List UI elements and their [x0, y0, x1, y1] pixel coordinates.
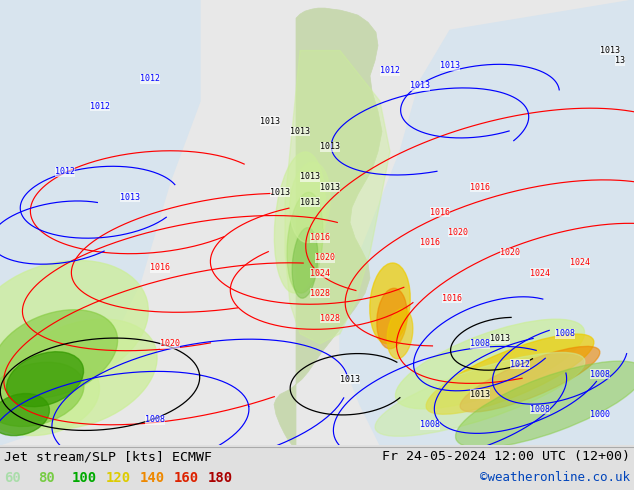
Ellipse shape — [3, 319, 157, 429]
Ellipse shape — [377, 288, 407, 349]
Text: 1016: 1016 — [442, 294, 462, 303]
Text: 60: 60 — [4, 471, 21, 485]
Text: 1016: 1016 — [420, 238, 440, 247]
Ellipse shape — [0, 393, 49, 436]
Ellipse shape — [0, 310, 117, 398]
Text: 1013: 1013 — [300, 198, 320, 207]
Text: 1028: 1028 — [320, 314, 340, 323]
Text: 1012: 1012 — [140, 74, 160, 83]
Text: 1020: 1020 — [315, 253, 335, 262]
Text: 1008: 1008 — [590, 369, 610, 379]
Text: 1013: 1013 — [320, 183, 340, 192]
Polygon shape — [285, 50, 390, 344]
Text: 1013: 1013 — [440, 61, 460, 70]
Text: 160: 160 — [174, 471, 199, 485]
Text: 13: 13 — [615, 56, 625, 65]
Text: 1020: 1020 — [448, 228, 468, 237]
Ellipse shape — [287, 192, 323, 293]
Ellipse shape — [0, 260, 148, 387]
Text: 1013: 1013 — [300, 172, 320, 181]
Text: Jet stream/SLP [kts] ECMWF: Jet stream/SLP [kts] ECMWF — [4, 450, 212, 464]
Ellipse shape — [275, 152, 326, 293]
Ellipse shape — [0, 353, 100, 436]
Text: 1016: 1016 — [430, 208, 450, 217]
Text: 1016: 1016 — [470, 183, 490, 192]
Ellipse shape — [387, 309, 413, 359]
Text: 1013: 1013 — [320, 142, 340, 151]
Text: 120: 120 — [106, 471, 131, 485]
Polygon shape — [340, 0, 634, 445]
Text: 100: 100 — [72, 471, 97, 485]
Text: 1013: 1013 — [490, 334, 510, 343]
Polygon shape — [274, 8, 382, 445]
Text: 1013: 1013 — [470, 390, 490, 399]
Ellipse shape — [460, 346, 600, 412]
Text: 1000: 1000 — [590, 410, 610, 419]
Text: 1013: 1013 — [410, 81, 430, 91]
Text: 1012: 1012 — [55, 168, 75, 176]
Text: 1012: 1012 — [510, 360, 530, 368]
Text: 1008: 1008 — [530, 405, 550, 414]
Text: Fr 24-05-2024 12:00 UTC (12+00): Fr 24-05-2024 12:00 UTC (12+00) — [382, 450, 630, 464]
Text: 1013: 1013 — [270, 188, 290, 196]
Ellipse shape — [426, 334, 594, 414]
Text: 1020: 1020 — [500, 248, 520, 257]
Text: 1024: 1024 — [310, 269, 330, 277]
Text: 1008: 1008 — [420, 420, 440, 429]
Text: 180: 180 — [208, 471, 233, 485]
Text: 1013: 1013 — [120, 193, 140, 202]
Ellipse shape — [290, 162, 330, 243]
Text: 1012: 1012 — [380, 66, 400, 75]
Text: 1013: 1013 — [260, 117, 280, 126]
Text: 80: 80 — [38, 471, 55, 485]
Text: 1024: 1024 — [530, 269, 550, 277]
Polygon shape — [380, 303, 634, 445]
Ellipse shape — [6, 352, 84, 407]
Text: 1016: 1016 — [150, 264, 170, 272]
Text: 1020: 1020 — [160, 339, 180, 348]
Text: 1013: 1013 — [340, 375, 360, 384]
Polygon shape — [0, 0, 200, 445]
Text: ©weatheronline.co.uk: ©weatheronline.co.uk — [480, 471, 630, 485]
Ellipse shape — [292, 228, 318, 298]
Text: 1008: 1008 — [555, 329, 575, 338]
Text: 1008: 1008 — [470, 339, 490, 348]
Ellipse shape — [0, 362, 84, 426]
Text: 1013: 1013 — [600, 46, 620, 55]
Text: 1012: 1012 — [90, 101, 110, 111]
Text: 1013: 1013 — [290, 127, 310, 136]
Text: 140: 140 — [140, 471, 165, 485]
Text: 1016: 1016 — [310, 233, 330, 242]
Ellipse shape — [370, 263, 410, 343]
Text: 1024: 1024 — [570, 258, 590, 268]
Ellipse shape — [396, 319, 585, 409]
Text: 1008: 1008 — [145, 415, 165, 424]
Text: 1028: 1028 — [310, 289, 330, 298]
Ellipse shape — [456, 361, 634, 448]
Ellipse shape — [375, 352, 585, 436]
